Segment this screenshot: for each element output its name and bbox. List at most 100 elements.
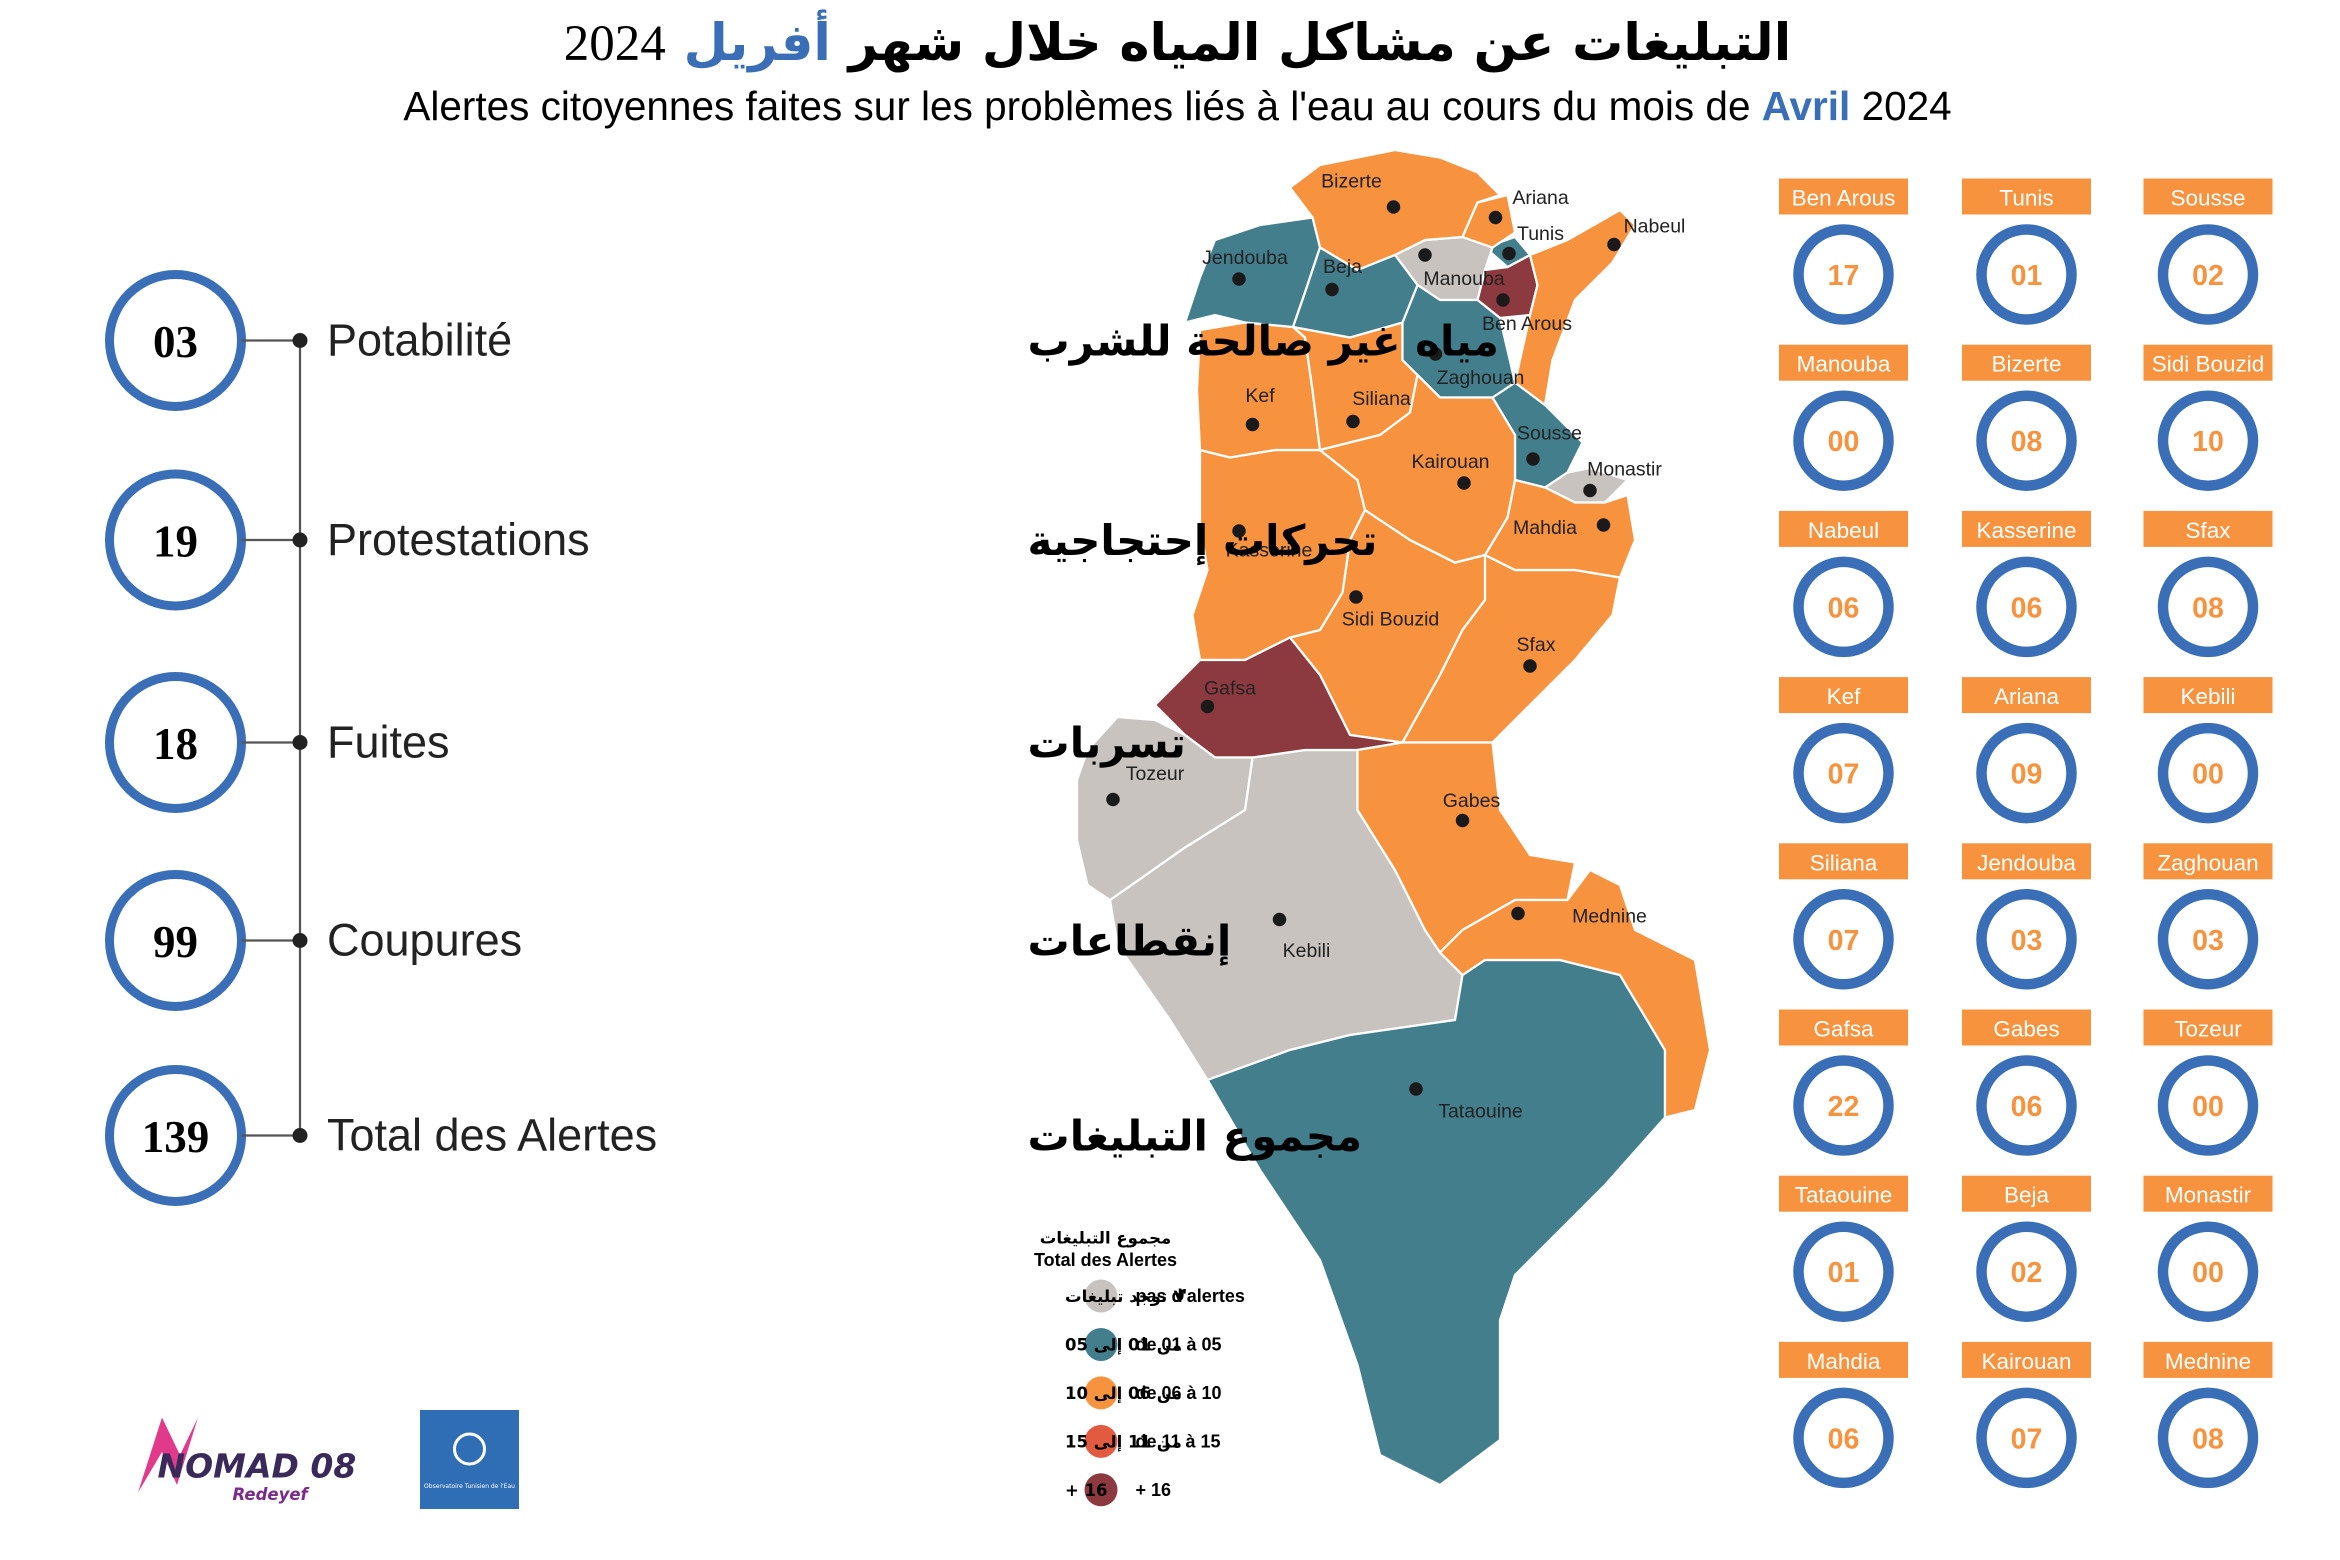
governorate-name: Monastir bbox=[2165, 1183, 2252, 1208]
title-ar-month: أفريل bbox=[684, 9, 831, 73]
city-dot bbox=[1523, 659, 1537, 673]
governorate-name: Tozeur bbox=[2174, 1017, 2242, 1042]
title-fr-month: Avril bbox=[1762, 83, 1851, 129]
governorate-tag bbox=[1962, 1009, 2091, 1046]
city-label: Mednine bbox=[1572, 906, 1647, 928]
summary-label-ar: مجموع التبليغات bbox=[1028, 1112, 1363, 1162]
city-dot bbox=[1488, 210, 1503, 225]
governorate-count: 00 bbox=[1828, 426, 1860, 458]
city-label: Siliana bbox=[1352, 388, 1411, 410]
governorate-name: Tataouine bbox=[1795, 1183, 1893, 1208]
city-dot bbox=[1232, 524, 1246, 538]
logo-nomad: NOMAD 08 Redeyef bbox=[138, 1417, 356, 1504]
governorate-count: 00 bbox=[2192, 1091, 2224, 1123]
governorate-name: Mednine bbox=[2165, 1349, 2251, 1374]
legend-label-fr: de 01 à 05 bbox=[1136, 1334, 1222, 1354]
summary-label-ar: تحركات إحتجاجية bbox=[1028, 516, 1378, 566]
governorate-count: 01 bbox=[2011, 260, 2043, 292]
governorate-name: Ben Arous bbox=[1792, 186, 1896, 211]
governorate-count: 02 bbox=[2011, 1257, 2043, 1289]
city-dot bbox=[1232, 272, 1246, 286]
summary-value: 03 bbox=[153, 317, 198, 367]
governorate-name: Mahdia bbox=[1807, 1349, 1881, 1374]
city-label: Sidi Bouzid bbox=[1342, 609, 1440, 631]
governorate-region bbox=[1205, 958, 1667, 1487]
governorate-ring bbox=[1793, 889, 1894, 990]
legend-swatch bbox=[1084, 1424, 1118, 1458]
governorate-tag bbox=[2143, 178, 2273, 215]
governorate-ring bbox=[1793, 224, 1894, 325]
city-label: Gafsa bbox=[1204, 678, 1256, 700]
governorate-count: 03 bbox=[2192, 925, 2224, 957]
governorate-tag bbox=[1779, 510, 1908, 547]
governorate-tag bbox=[1962, 1341, 2091, 1378]
governorate-name: Sousse bbox=[2170, 186, 2245, 211]
governorate-name: Siliana bbox=[1810, 850, 1878, 875]
logo-box bbox=[420, 1410, 519, 1509]
legend-title-fr: Total des Alertes bbox=[1034, 1250, 1177, 1270]
governorate-count: 01 bbox=[1828, 1257, 1860, 1289]
city-label: Ariana bbox=[1512, 187, 1569, 209]
governorate-tag bbox=[1779, 1341, 1908, 1378]
map-labels: Ben Arous Tunis Sousse Manouba Bizerte Sidi B… bbox=[1106, 171, 1685, 1123]
governorate-count: 03 bbox=[2011, 925, 2043, 957]
governorate-region bbox=[1401, 283, 1517, 399]
governorate-tag bbox=[1779, 344, 1908, 381]
legend-label-ar: من 01 إلى 05 bbox=[1065, 1335, 1182, 1355]
city-label: Monastir bbox=[1587, 459, 1662, 481]
governorate-name: Sfax bbox=[2185, 518, 2231, 543]
legend-swatch bbox=[1084, 1279, 1118, 1313]
summary-label-ar: مياه غير صالحة للشرب bbox=[1028, 317, 1499, 367]
governorate-region bbox=[1291, 245, 1419, 339]
city-label: Sfax bbox=[1516, 634, 1555, 656]
governorate-count: 02 bbox=[2192, 260, 2224, 292]
governorate-tag bbox=[1779, 843, 1908, 880]
city-dot bbox=[1325, 282, 1339, 297]
city-dot bbox=[1386, 200, 1401, 214]
governorate-tag bbox=[1779, 178, 1908, 215]
governorate-ring bbox=[1976, 889, 2077, 990]
city-dot bbox=[1428, 347, 1443, 361]
governorate-tag bbox=[2143, 510, 2273, 547]
city-dot bbox=[1106, 792, 1120, 807]
governorate-ring bbox=[2157, 390, 2259, 491]
governorate-tag bbox=[1779, 677, 1908, 714]
city-dot bbox=[1496, 293, 1510, 307]
city-label: Bizerte bbox=[1321, 171, 1382, 193]
governorate-name: Manouba bbox=[1797, 352, 1891, 377]
city-label: Zaghouan bbox=[1437, 367, 1525, 389]
connector-dot bbox=[292, 1128, 308, 1143]
legend-swatch bbox=[1084, 1473, 1118, 1507]
governorate-ring bbox=[2157, 722, 2259, 824]
governorate-region bbox=[1460, 193, 1517, 249]
governorate-tag bbox=[2143, 1009, 2273, 1046]
summary-label-ar: إنقطاعات bbox=[1028, 917, 1232, 967]
city-label: Nabeul bbox=[1624, 216, 1686, 238]
governorate-ring bbox=[1976, 390, 2077, 491]
governorate-ring bbox=[1793, 722, 1894, 824]
governorate-count: 06 bbox=[1828, 592, 1860, 624]
summary-value: 139 bbox=[142, 1112, 210, 1162]
legend-label-ar: من 06 إلى 10 bbox=[1065, 1384, 1182, 1404]
title-ar-text: التبليغات عن مشاكل المياه خلال شهر bbox=[846, 14, 1792, 73]
governorate-ring bbox=[1793, 1221, 1894, 1322]
legend-label-fr: + 16 bbox=[1136, 1480, 1172, 1500]
governorate-ring bbox=[1793, 390, 1894, 491]
governorate-count: 08 bbox=[2011, 426, 2043, 458]
governorate-ring bbox=[2157, 1221, 2259, 1322]
city-dot bbox=[1245, 417, 1260, 432]
logo-shape bbox=[138, 1417, 198, 1493]
logo-drop bbox=[453, 1432, 486, 1466]
title-ar-year: 2024 bbox=[564, 16, 666, 72]
governorate-tag bbox=[2143, 344, 2273, 381]
governorate-tag bbox=[1962, 178, 2091, 215]
governorate-ring bbox=[2157, 1387, 2259, 1489]
governorate-region bbox=[1513, 208, 1637, 408]
governorate-region bbox=[1483, 478, 1637, 579]
governorate-tag bbox=[1962, 344, 2091, 381]
city-dot bbox=[1583, 483, 1597, 498]
legend-swatch bbox=[1084, 1376, 1118, 1410]
governorate-ring bbox=[1793, 1055, 1894, 1156]
city-label: Tataouine bbox=[1438, 1101, 1523, 1123]
